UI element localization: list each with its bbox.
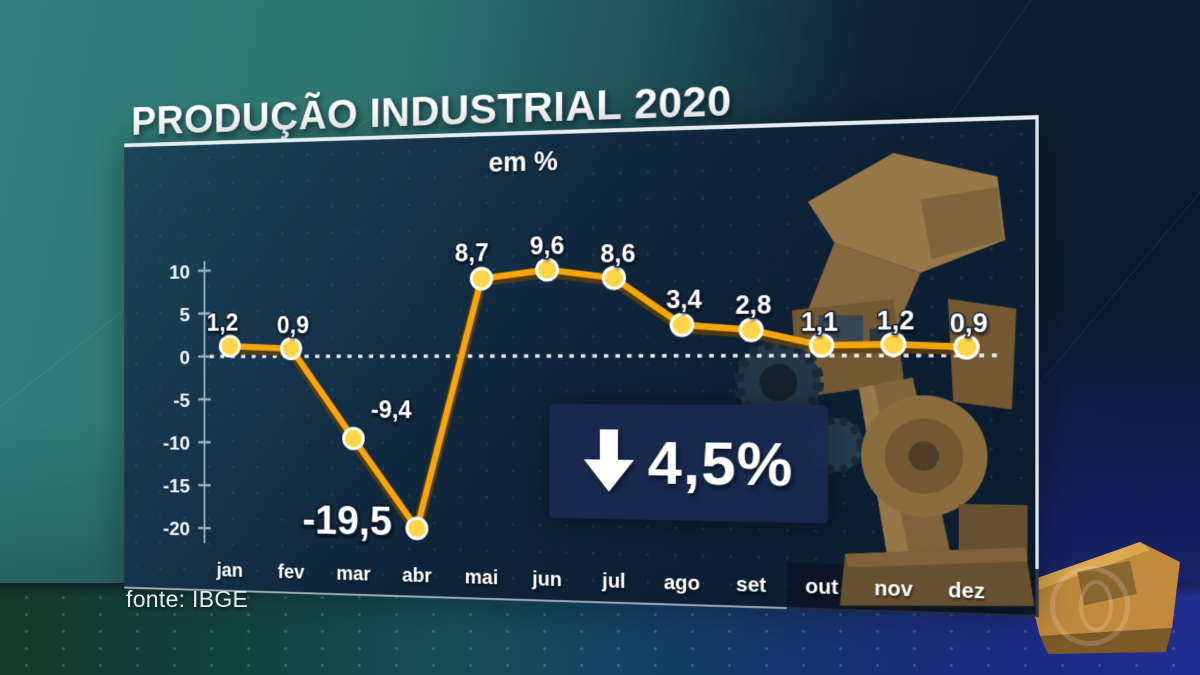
x-axis-label: jun xyxy=(531,569,562,592)
source-label: fonte: IBGE xyxy=(126,586,249,612)
data-point-marker xyxy=(671,314,693,335)
x-axis-label: nov xyxy=(874,578,913,602)
data-point-label: -19,5 xyxy=(302,497,392,545)
chart-panel-group: PRODUÇÃO INDUSTRIAL 2020 xyxy=(119,35,1054,638)
data-point-label: 1,2 xyxy=(877,307,915,336)
data-point-label: 9,6 xyxy=(530,232,564,260)
robot-arm-illustration xyxy=(735,149,1039,617)
data-point-marker xyxy=(740,319,762,341)
x-axis-label: set xyxy=(736,574,767,597)
x-axis-label: fev xyxy=(278,562,305,584)
x-axis-label: jul xyxy=(601,571,626,594)
y-tick-label: -20 xyxy=(163,518,190,540)
data-point-label: 8,7 xyxy=(455,239,489,267)
data-point-label: 0,9 xyxy=(277,312,309,339)
drop-annotation: 4,5% xyxy=(549,403,829,524)
backdrop-blue-glow xyxy=(1010,300,1200,600)
network-watermark-icon xyxy=(1050,566,1130,646)
data-point-marker xyxy=(281,338,300,358)
y-tick-label: -5 xyxy=(173,390,190,412)
down-arrow-icon xyxy=(583,429,634,493)
y-tick-label: -15 xyxy=(163,475,190,497)
data-point-marker xyxy=(407,518,427,539)
data-point-marker xyxy=(603,267,624,288)
y-tick-label: -10 xyxy=(163,433,190,455)
x-axis-label: ago xyxy=(664,572,701,595)
x-axis-label: mai xyxy=(465,567,498,589)
data-point-label: 0,9 xyxy=(950,309,988,339)
y-tick-label: 5 xyxy=(180,305,190,327)
data-point-label: 1,1 xyxy=(801,308,838,337)
data-point-label: 3,4 xyxy=(666,286,702,315)
chart-board: em % 10 5 0 -5 -10 -15 -20 1,2 0,9 -9,4 -19,5 8,7 9,… xyxy=(124,115,1039,617)
data-point-marker xyxy=(882,333,905,355)
x-axis-label: jan xyxy=(216,560,243,582)
network-watermark-inner-ellipse xyxy=(1079,580,1113,632)
x-axis-label: mar xyxy=(336,564,371,586)
data-point-marker xyxy=(537,259,558,280)
zero-baseline xyxy=(210,355,1001,356)
data-point-label: -9,4 xyxy=(371,396,412,424)
data-point-label: 1,2 xyxy=(207,310,238,337)
data-point-marker xyxy=(220,336,239,356)
data-point-label: 8,6 xyxy=(601,240,636,269)
x-axis-label: abr xyxy=(402,565,432,587)
data-point-marker xyxy=(344,428,364,449)
y-tick-label: 0 xyxy=(180,347,190,369)
data-point-marker xyxy=(955,336,978,358)
data-point-label: 2,8 xyxy=(735,291,771,320)
data-point-marker xyxy=(471,268,491,289)
data-point-marker xyxy=(811,334,833,356)
x-axis-label: out xyxy=(805,576,839,599)
line-chart-canvas: 10 5 0 -5 -10 -15 -20 1,2 0,9 -9,4 -19,5 8,7 9,6 8,6 3… xyxy=(163,231,1038,604)
x-axis-label: dez xyxy=(948,580,985,604)
y-tick-label: 10 xyxy=(169,262,190,284)
annotation-value: 4,5% xyxy=(647,428,794,499)
